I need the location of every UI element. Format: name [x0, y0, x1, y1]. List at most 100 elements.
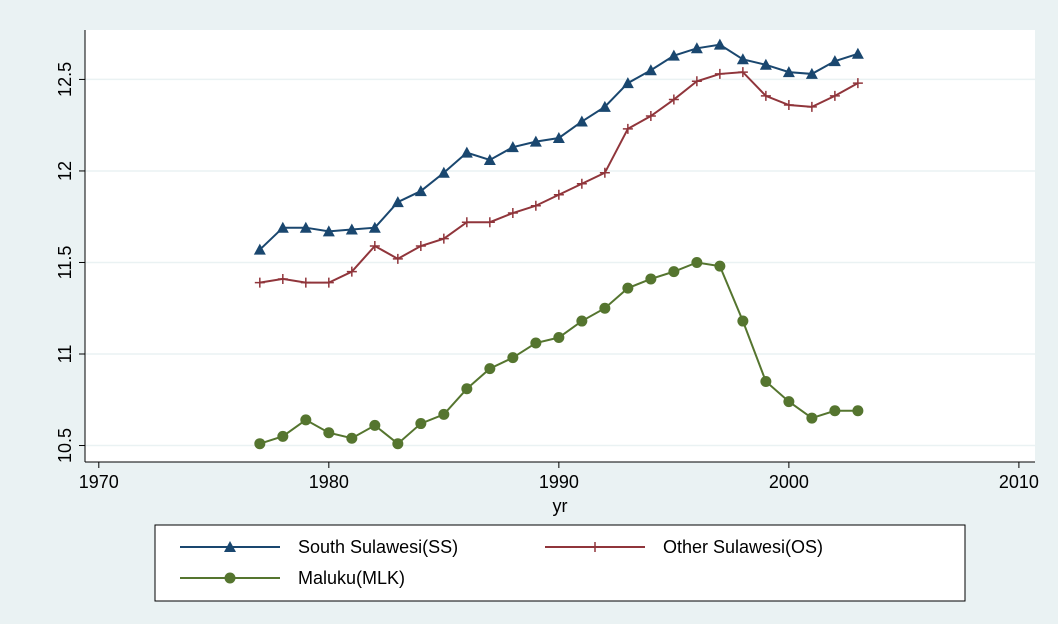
marker	[254, 277, 265, 288]
marker	[323, 427, 335, 439]
marker	[322, 225, 335, 237]
legend-label: Other Sulawesi(OS)	[663, 537, 823, 557]
marker	[529, 135, 542, 147]
marker	[438, 408, 450, 420]
marker	[483, 153, 496, 165]
marker	[300, 277, 311, 288]
plot-area	[85, 30, 1035, 462]
y-tick-label: 11	[55, 345, 75, 364]
y-tick-label: 11.5	[55, 246, 75, 280]
marker	[484, 217, 495, 228]
marker	[806, 412, 818, 424]
marker	[668, 266, 680, 278]
marker	[736, 53, 749, 65]
x-tick-label: 1970	[79, 472, 119, 492]
marker	[783, 100, 794, 111]
marker	[437, 166, 450, 178]
marker	[599, 167, 610, 178]
marker	[852, 78, 863, 89]
marker	[599, 302, 611, 314]
marker	[530, 337, 542, 349]
marker	[461, 217, 472, 228]
marker	[760, 90, 771, 101]
marker	[276, 221, 289, 233]
marker	[828, 55, 841, 67]
marker	[553, 332, 565, 344]
marker	[645, 111, 656, 122]
marker	[691, 76, 702, 87]
marker	[323, 277, 334, 288]
legend-label: South Sulawesi(SS)	[298, 537, 458, 557]
marker	[645, 273, 657, 285]
marker	[737, 67, 748, 78]
y-tick-label: 12	[55, 161, 75, 181]
marker	[622, 282, 634, 294]
marker	[392, 253, 403, 264]
marker	[415, 241, 426, 251]
marker	[415, 418, 427, 430]
legend	[154, 524, 966, 602]
marker	[506, 141, 519, 153]
marker	[598, 100, 611, 112]
marker	[576, 315, 588, 327]
marker	[277, 273, 288, 284]
marker	[553, 189, 564, 200]
marker	[224, 541, 236, 552]
marker	[300, 414, 312, 426]
marker	[713, 38, 726, 50]
marker	[667, 49, 680, 61]
marker	[576, 178, 587, 189]
marker	[346, 266, 357, 277]
marker	[299, 221, 312, 233]
legend-label: Maluku(MLK)	[298, 568, 405, 588]
marker	[460, 146, 473, 158]
marker	[530, 200, 541, 211]
marker	[668, 94, 679, 105]
marker	[368, 221, 381, 233]
x-tick-label: 2000	[769, 472, 809, 492]
marker	[829, 405, 841, 417]
x-tick-label: 2010	[999, 472, 1039, 492]
marker	[691, 256, 703, 268]
x-tick-label: 1980	[309, 472, 349, 492]
marker	[805, 67, 818, 79]
marker	[760, 375, 772, 387]
marker	[369, 419, 381, 431]
marker	[484, 363, 496, 375]
marker	[438, 233, 449, 244]
marker	[782, 66, 795, 78]
marker	[253, 243, 266, 255]
marker	[392, 438, 404, 450]
marker	[590, 542, 600, 552]
marker	[622, 123, 633, 134]
marker	[851, 47, 864, 59]
marker	[369, 241, 380, 251]
marker	[224, 572, 236, 584]
x-tick-label: 1990	[539, 472, 579, 492]
marker	[277, 430, 289, 442]
marker	[507, 208, 518, 219]
marker	[829, 90, 840, 101]
y-tick-label: 10.5	[55, 428, 75, 463]
marker	[254, 438, 266, 450]
marker	[552, 132, 565, 143]
marker	[783, 396, 795, 408]
marker	[346, 432, 358, 444]
x-axis-label: yr	[553, 496, 568, 516]
marker	[714, 260, 726, 272]
marker	[575, 115, 588, 127]
marker	[690, 42, 703, 54]
y-tick-label: 12.5	[55, 62, 75, 97]
marker	[461, 383, 473, 395]
marker	[759, 58, 772, 70]
marker	[345, 223, 358, 235]
marker	[621, 77, 634, 89]
marker	[507, 352, 519, 364]
marker	[644, 64, 657, 76]
marker	[714, 68, 725, 79]
marker	[391, 196, 404, 208]
marker	[737, 315, 749, 327]
marker	[414, 185, 427, 197]
marker	[852, 405, 864, 417]
